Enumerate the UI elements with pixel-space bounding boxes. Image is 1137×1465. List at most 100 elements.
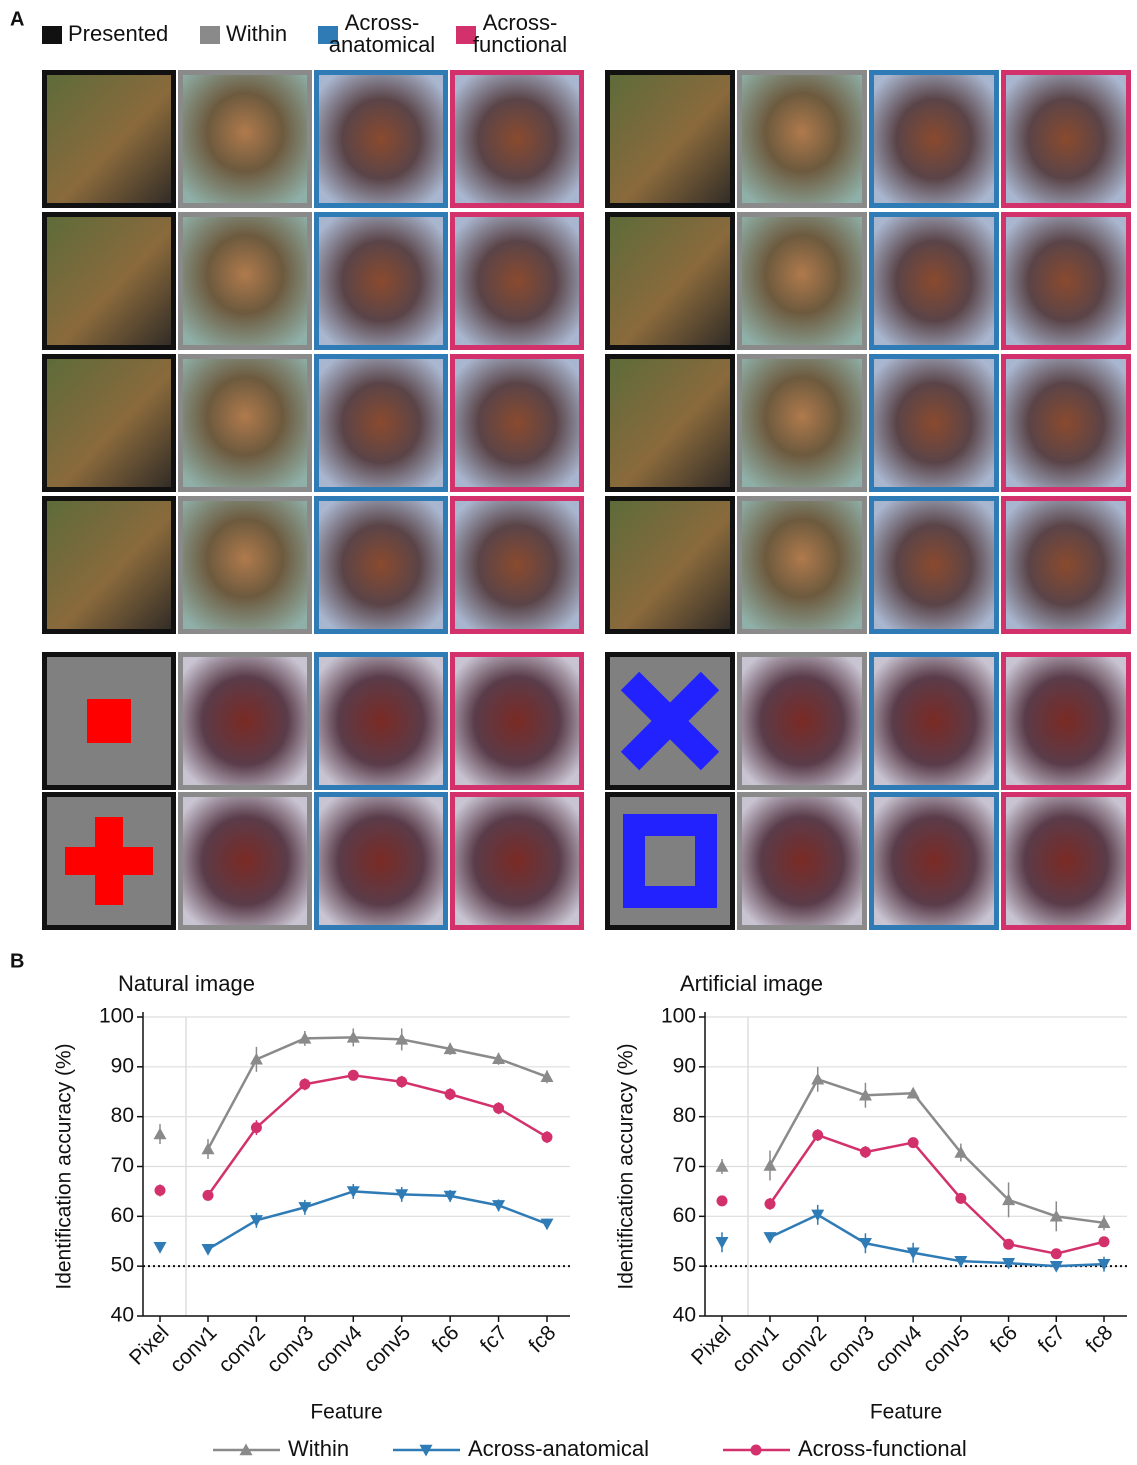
- image-tile: [608, 215, 733, 348]
- line-segment: [865, 1093, 913, 1095]
- line-segment: [353, 1075, 401, 1081]
- image-tile: [1004, 215, 1129, 348]
- line-segment: [499, 1205, 547, 1223]
- y-axis-label: Identification accuracy (%): [615, 1043, 638, 1289]
- line-segment: [913, 1093, 961, 1152]
- marker: [860, 1147, 871, 1158]
- marker: [541, 1219, 554, 1231]
- image-tile: [453, 795, 582, 928]
- line-segment: [1009, 1200, 1057, 1216]
- marker: [396, 1076, 407, 1087]
- line-segment: [818, 1215, 866, 1243]
- image-tile: [740, 357, 865, 490]
- x-tick-label: fc7: [476, 1321, 512, 1357]
- marker: [493, 1103, 504, 1114]
- image-tile: [317, 73, 446, 206]
- image-tile: [45, 499, 174, 632]
- legend-label: functional: [473, 32, 567, 57]
- series: [154, 1028, 554, 1159]
- line-segment: [961, 1153, 1009, 1200]
- legend-label: Within: [288, 1436, 349, 1461]
- x-tick-label: conv2: [775, 1321, 831, 1377]
- y-tick-label: 50: [111, 1254, 134, 1277]
- marker: [955, 1193, 966, 1204]
- y-tick-label: 70: [111, 1154, 134, 1177]
- marker: [717, 1195, 728, 1206]
- marker: [250, 1215, 263, 1227]
- line-segment: [450, 1196, 498, 1205]
- x-tick-label: fc7: [1034, 1321, 1070, 1357]
- image-tile: [45, 73, 174, 206]
- x-tick-label: conv3: [823, 1321, 879, 1377]
- x-tick-label: conv3: [262, 1321, 318, 1377]
- marker: [542, 1132, 553, 1143]
- image-tile: [872, 215, 997, 348]
- image-tile: [181, 357, 310, 490]
- x-tick-label: fc6: [986, 1321, 1022, 1357]
- y-tick-label: 90: [111, 1054, 134, 1077]
- image-tile: [740, 215, 865, 348]
- marker: [716, 1160, 729, 1172]
- image-tile: [181, 73, 310, 206]
- image-tile: [317, 215, 446, 348]
- y-axis-label: Identification accuracy (%): [53, 1043, 76, 1289]
- image-tile: [872, 655, 997, 788]
- chart-title: Artificial image: [680, 971, 823, 996]
- y-tick-label: 60: [111, 1204, 134, 1227]
- image-tile: [453, 655, 582, 788]
- image-tile: [453, 73, 582, 206]
- legend-label: Within: [226, 21, 287, 46]
- image-tile: [317, 499, 446, 632]
- image-tile: [453, 215, 582, 348]
- marker: [812, 1130, 823, 1141]
- y-tick-label: 80: [111, 1104, 134, 1127]
- line-segment: [402, 1039, 450, 1048]
- marker: [764, 1159, 777, 1171]
- image-tile: [740, 655, 865, 788]
- marker: [251, 1122, 262, 1133]
- marker: [202, 1143, 215, 1155]
- image-tile: [740, 499, 865, 632]
- image-tile: [872, 499, 997, 632]
- image-tile: [317, 357, 446, 490]
- image-tile: [181, 795, 310, 928]
- page: {"panel_a": {"label": "A", "legend": [ {…: [0, 0, 1137, 1465]
- marker: [154, 1242, 167, 1254]
- line-segment: [402, 1082, 450, 1094]
- stimulus-shape: [87, 699, 131, 743]
- line-segment: [208, 1059, 256, 1149]
- image-tile: [872, 357, 997, 490]
- line-segment: [353, 1037, 401, 1039]
- panel-label: A: [10, 8, 24, 30]
- image-tile: [45, 215, 174, 348]
- image-tile: [740, 73, 865, 206]
- chart-title: Natural image: [118, 971, 255, 996]
- marker: [1051, 1248, 1062, 1259]
- line-segment: [770, 1135, 818, 1204]
- x-tick-label: fc8: [1081, 1321, 1117, 1357]
- image-tile: [1004, 73, 1129, 206]
- line-segment: [1056, 1242, 1104, 1254]
- image-tile: [45, 357, 174, 490]
- x-tick-label: fc8: [524, 1321, 560, 1357]
- y-tick-label: 100: [661, 1005, 696, 1028]
- image-tile: [181, 215, 310, 348]
- image-tile: [1004, 499, 1129, 632]
- marker: [811, 1210, 824, 1222]
- y-tick-label: 90: [673, 1054, 696, 1077]
- legend-marker: [751, 1445, 762, 1456]
- legend-swatch: [200, 26, 220, 44]
- line-segment: [770, 1215, 818, 1237]
- marker: [1099, 1236, 1110, 1247]
- series: [717, 1129, 1110, 1259]
- image-tile: [608, 357, 733, 490]
- line-segment: [961, 1261, 1009, 1263]
- image-tile: [317, 795, 446, 928]
- y-tick-label: 100: [99, 1005, 134, 1028]
- line-segment: [499, 1059, 547, 1077]
- line-segment: [818, 1079, 866, 1095]
- line-segment: [256, 1084, 304, 1127]
- y-tick-label: 70: [673, 1154, 696, 1177]
- image-tile: [317, 655, 446, 788]
- line-segment: [450, 1094, 498, 1108]
